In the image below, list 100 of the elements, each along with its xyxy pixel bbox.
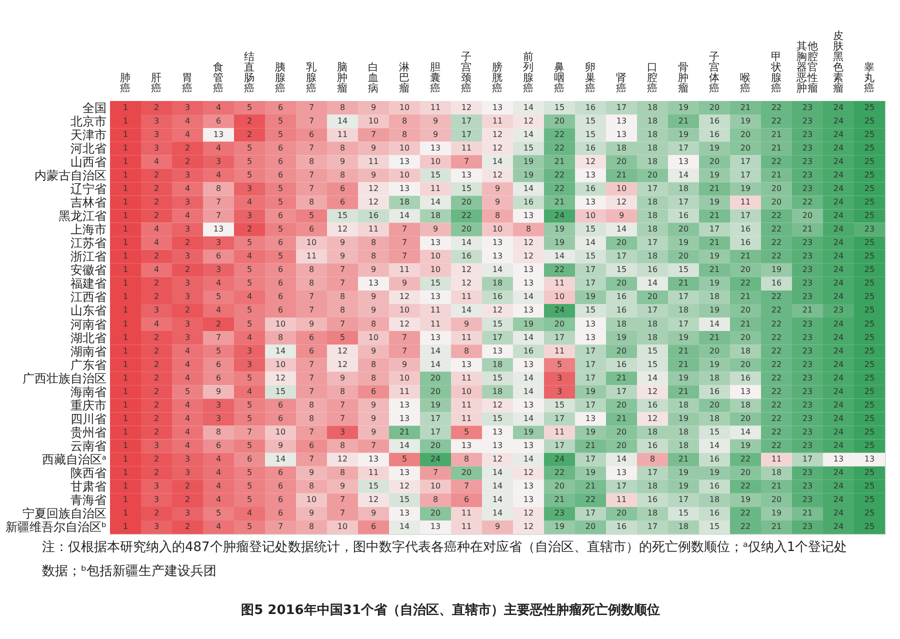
x-tick-label: 鼻咽癌 bbox=[554, 62, 565, 94]
data-label: 9 bbox=[370, 346, 376, 356]
data-label: 5 bbox=[216, 346, 222, 356]
data-label: 6 bbox=[308, 224, 314, 234]
data-label: 20 bbox=[771, 197, 782, 206]
data-label: 22 bbox=[771, 428, 782, 437]
data-label: 2 bbox=[154, 278, 160, 288]
data-label: 22 bbox=[771, 306, 782, 315]
data-label: 6 bbox=[370, 386, 376, 396]
data-label: 19 bbox=[709, 170, 720, 180]
data-label: 2 bbox=[184, 238, 190, 248]
data-label: 12 bbox=[461, 102, 472, 112]
data-label: 22 bbox=[771, 292, 782, 302]
data-label: 23 bbox=[802, 156, 813, 166]
data-label: 3 bbox=[154, 143, 160, 152]
data-label: 25 bbox=[864, 197, 875, 206]
data-label: 1 bbox=[122, 428, 128, 437]
data-label: 17 bbox=[678, 143, 689, 152]
data-label: 13 bbox=[523, 306, 534, 315]
data-label: 14 bbox=[647, 373, 658, 382]
data-label: 12 bbox=[492, 400, 503, 410]
data-label: 9 bbox=[370, 102, 376, 112]
data-label: 20 bbox=[740, 360, 751, 369]
data-label: 5 bbox=[246, 482, 252, 491]
x-tick-label: 结直肠癌 bbox=[244, 50, 255, 94]
data-label: 12 bbox=[368, 184, 379, 193]
data-label: 16 bbox=[709, 454, 720, 464]
data-label: 18 bbox=[492, 360, 503, 369]
data-label: 24 bbox=[833, 224, 844, 234]
data-label: 20 bbox=[616, 508, 627, 518]
data-label: 23 bbox=[802, 143, 813, 152]
data-label: 9 bbox=[432, 130, 438, 139]
data-label: 22 bbox=[740, 508, 751, 518]
data-label: 18 bbox=[647, 252, 658, 261]
data-label: 2 bbox=[246, 224, 252, 234]
data-label: 21 bbox=[771, 522, 782, 532]
data-label: 25 bbox=[864, 238, 875, 248]
data-label: 6 bbox=[216, 360, 222, 369]
data-label: 22 bbox=[554, 184, 565, 193]
data-label: 21 bbox=[616, 170, 627, 180]
data-label: 20 bbox=[709, 156, 720, 166]
data-label: 6 bbox=[278, 278, 284, 288]
data-label: 7 bbox=[340, 400, 346, 410]
data-label: 6 bbox=[278, 306, 284, 315]
data-label: 18 bbox=[709, 292, 720, 302]
data-label: 13 bbox=[492, 428, 503, 437]
data-label: 14 bbox=[585, 238, 596, 248]
data-label: 1 bbox=[122, 386, 128, 396]
data-label: 16 bbox=[740, 224, 751, 234]
data-label: 22 bbox=[771, 102, 782, 112]
data-label: 7 bbox=[216, 197, 222, 206]
data-label: 3 bbox=[184, 224, 190, 234]
x-tick-label: 喉癌 bbox=[740, 72, 751, 94]
data-label: 15 bbox=[492, 319, 503, 328]
data-label: 6 bbox=[278, 508, 284, 518]
data-label: 11 bbox=[399, 386, 410, 396]
data-label: 19 bbox=[678, 238, 689, 248]
data-label: 8 bbox=[402, 130, 408, 139]
data-label: 12 bbox=[368, 197, 379, 206]
data-label: 7 bbox=[308, 428, 314, 437]
data-label: 22 bbox=[771, 414, 782, 423]
data-label: 21 bbox=[771, 143, 782, 152]
data-label: 13 bbox=[616, 468, 627, 478]
data-label: 21 bbox=[709, 238, 720, 248]
data-label: 4 bbox=[216, 278, 222, 288]
data-label: 13 bbox=[585, 319, 596, 328]
y-tick-label: 山西省 bbox=[70, 154, 106, 169]
data-label: 20 bbox=[616, 400, 627, 410]
data-label: 6 bbox=[278, 143, 284, 152]
data-label: 6 bbox=[278, 102, 284, 112]
data-label: 16 bbox=[616, 292, 627, 302]
data-label: 18 bbox=[647, 428, 658, 437]
data-label: 21 bbox=[709, 211, 720, 220]
data-label: 17 bbox=[585, 278, 596, 288]
data-label: 24 bbox=[833, 441, 844, 450]
data-label: 22 bbox=[802, 197, 813, 206]
data-label: 13 bbox=[585, 170, 596, 180]
data-label: 23 bbox=[802, 252, 813, 261]
data-label: 12 bbox=[647, 386, 658, 396]
data-label: 2 bbox=[154, 400, 160, 410]
y-tick-label: 天津市 bbox=[70, 128, 106, 142]
data-label: 3 bbox=[184, 197, 190, 206]
data-label: 12 bbox=[585, 156, 596, 166]
data-label: 11 bbox=[399, 265, 410, 274]
data-label: 24 bbox=[833, 468, 844, 478]
data-label: 24 bbox=[833, 265, 844, 274]
data-label: 6 bbox=[278, 414, 284, 423]
data-label: 5 bbox=[246, 400, 252, 410]
data-label: 10 bbox=[399, 373, 410, 382]
data-label: 24 bbox=[833, 130, 844, 139]
data-label: 11 bbox=[461, 400, 472, 410]
data-label: 4 bbox=[184, 116, 190, 126]
data-label: 16 bbox=[616, 360, 627, 369]
data-label: 7 bbox=[308, 170, 314, 180]
data-label: 5 bbox=[246, 265, 252, 274]
data-label: 16 bbox=[647, 495, 658, 504]
data-label: 10 bbox=[430, 482, 441, 491]
data-label: 24 bbox=[833, 386, 844, 396]
data-label: 12 bbox=[337, 360, 348, 369]
data-label: 21 bbox=[678, 116, 689, 126]
